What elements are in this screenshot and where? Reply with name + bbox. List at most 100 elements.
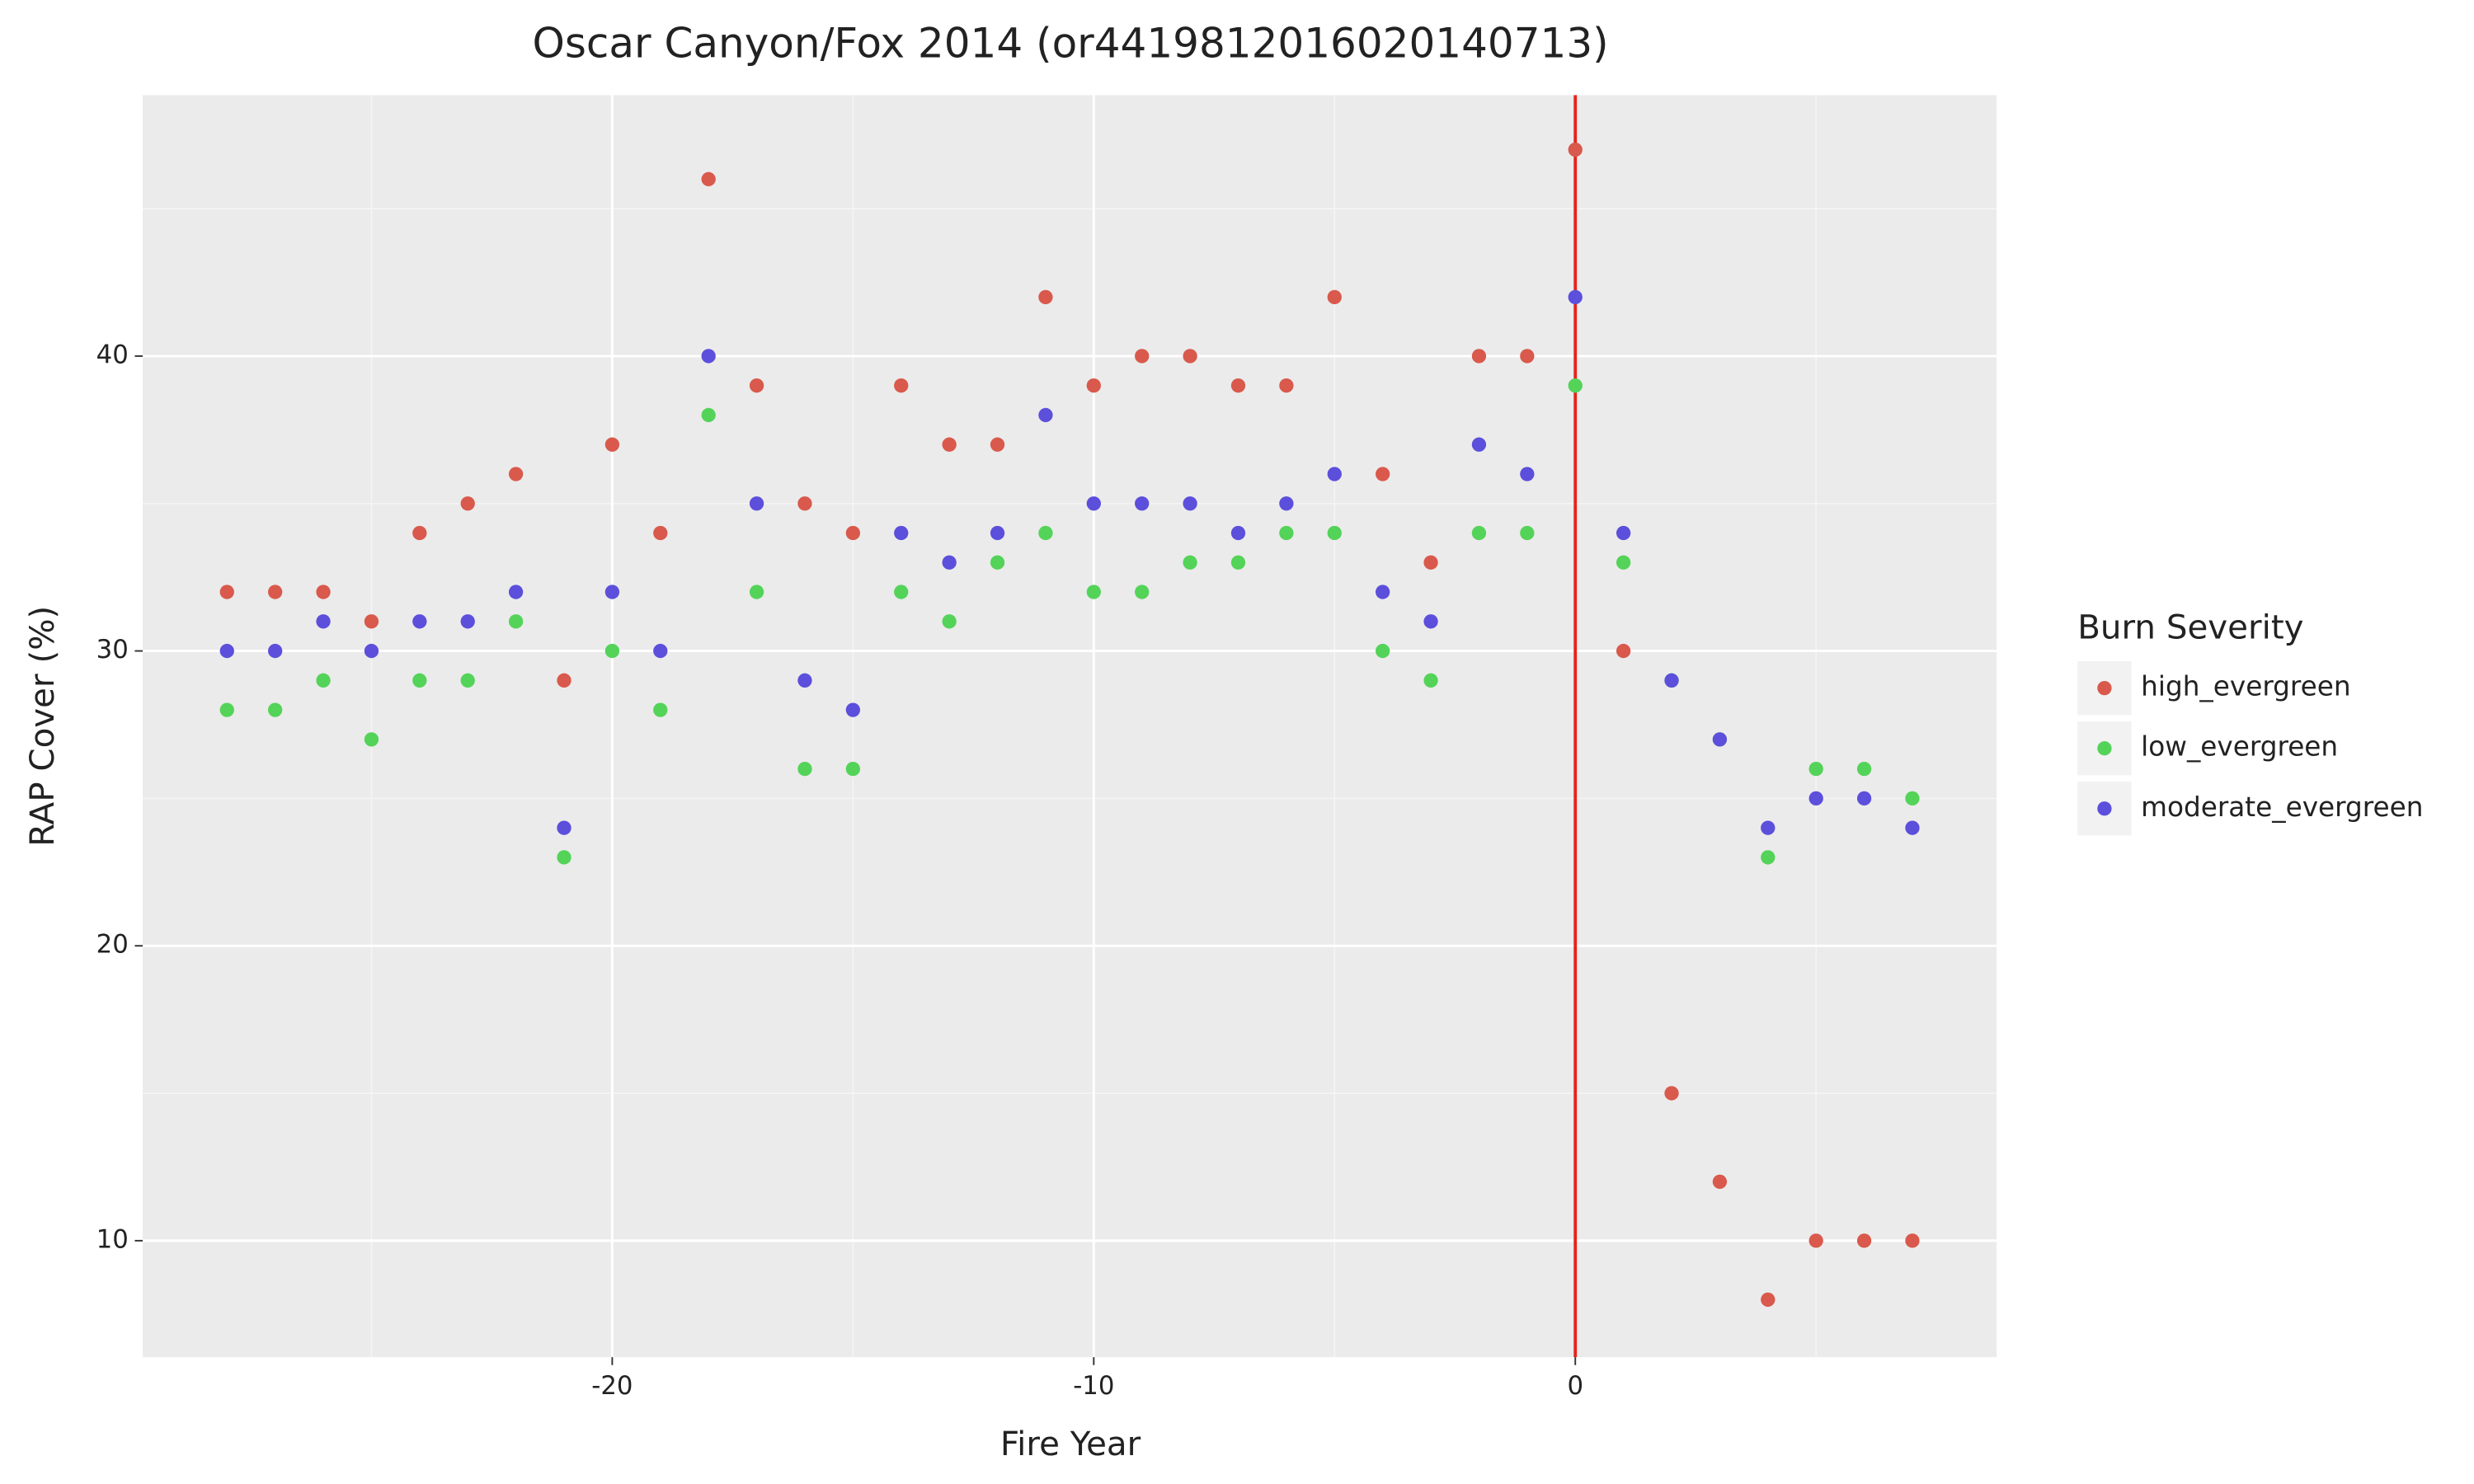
point bbox=[219, 702, 234, 717]
x-tick-label: -10 bbox=[1073, 1371, 1114, 1401]
point bbox=[701, 349, 716, 364]
x-tick-label: -20 bbox=[591, 1371, 633, 1401]
point bbox=[1616, 525, 1631, 541]
point bbox=[1712, 732, 1728, 747]
point bbox=[219, 585, 234, 599]
point bbox=[1664, 673, 1679, 688]
point bbox=[1423, 555, 1438, 570]
point bbox=[1038, 289, 1053, 305]
point bbox=[604, 643, 620, 659]
point bbox=[412, 525, 427, 541]
legend-label: low_evergreen bbox=[2141, 731, 2338, 763]
point bbox=[1712, 1174, 1728, 1190]
legend-title: Burn Severity bbox=[2077, 608, 2303, 646]
point bbox=[990, 525, 1005, 541]
point bbox=[797, 761, 812, 777]
point bbox=[942, 614, 957, 629]
point bbox=[1327, 525, 1342, 541]
point bbox=[1471, 525, 1487, 541]
y-tick-label: 40 bbox=[96, 340, 129, 369]
point bbox=[1327, 289, 1342, 305]
point bbox=[508, 467, 524, 481]
point bbox=[990, 555, 1005, 570]
point bbox=[1135, 585, 1150, 599]
point bbox=[701, 171, 716, 186]
point bbox=[1279, 496, 1294, 511]
point bbox=[604, 437, 620, 452]
point bbox=[1568, 142, 1583, 157]
point bbox=[1183, 496, 1197, 511]
y-axis-title: RAP Cover (%) bbox=[23, 606, 62, 847]
point bbox=[1520, 467, 1535, 481]
point bbox=[653, 643, 668, 659]
y-tick-label: 30 bbox=[96, 635, 129, 665]
point bbox=[1520, 525, 1535, 541]
legend-marker bbox=[2097, 680, 2112, 696]
point bbox=[364, 732, 379, 747]
point bbox=[845, 525, 861, 541]
point bbox=[749, 378, 764, 393]
point bbox=[1856, 761, 1872, 777]
point bbox=[1086, 378, 1101, 393]
point bbox=[942, 555, 957, 570]
point bbox=[316, 614, 331, 629]
chart-title: Oscar Canyon/Fox 2014 (or441981201602014… bbox=[532, 19, 1608, 67]
y-tick-label: 10 bbox=[96, 1224, 129, 1254]
point bbox=[749, 496, 764, 511]
point bbox=[1183, 555, 1197, 570]
point bbox=[1135, 496, 1150, 511]
point bbox=[653, 525, 668, 541]
point bbox=[316, 673, 331, 688]
point bbox=[1183, 349, 1197, 364]
point bbox=[1135, 349, 1150, 364]
point bbox=[364, 614, 379, 629]
legend-label: high_evergreen bbox=[2141, 671, 2350, 702]
point bbox=[1376, 585, 1390, 599]
point bbox=[1568, 289, 1583, 305]
point bbox=[1905, 1233, 1920, 1248]
point bbox=[508, 585, 524, 599]
point bbox=[219, 643, 234, 659]
point bbox=[845, 761, 861, 777]
point bbox=[1905, 791, 1920, 806]
point bbox=[1808, 761, 1823, 777]
point bbox=[1230, 555, 1246, 570]
point bbox=[1471, 437, 1487, 452]
point bbox=[557, 673, 571, 688]
point bbox=[1520, 349, 1535, 364]
point bbox=[604, 585, 620, 599]
point bbox=[1905, 820, 1920, 835]
x-axis-title: Fire Year bbox=[1000, 1425, 1141, 1463]
point bbox=[1230, 378, 1246, 393]
point bbox=[1423, 614, 1438, 629]
point bbox=[942, 437, 957, 452]
point bbox=[1616, 555, 1631, 570]
point bbox=[749, 585, 764, 599]
point bbox=[412, 673, 427, 688]
point bbox=[1279, 378, 1294, 393]
point bbox=[268, 585, 283, 599]
point bbox=[1808, 1233, 1823, 1248]
x-tick-label: 0 bbox=[1567, 1371, 1583, 1401]
point bbox=[460, 614, 475, 629]
point bbox=[1856, 791, 1872, 806]
legend-marker bbox=[2097, 741, 2112, 756]
point bbox=[412, 614, 427, 629]
point bbox=[1568, 378, 1583, 393]
point bbox=[1761, 820, 1776, 835]
point bbox=[653, 702, 668, 717]
point bbox=[1761, 1292, 1776, 1308]
point bbox=[460, 496, 475, 511]
point bbox=[894, 378, 909, 393]
point bbox=[1230, 525, 1246, 541]
point bbox=[364, 643, 379, 659]
y-tick-label: 20 bbox=[96, 930, 129, 960]
point bbox=[460, 673, 475, 688]
point bbox=[508, 614, 524, 629]
point bbox=[1616, 643, 1631, 659]
point bbox=[1856, 1233, 1872, 1248]
point bbox=[797, 496, 812, 511]
point bbox=[701, 407, 716, 423]
point bbox=[1086, 496, 1101, 511]
